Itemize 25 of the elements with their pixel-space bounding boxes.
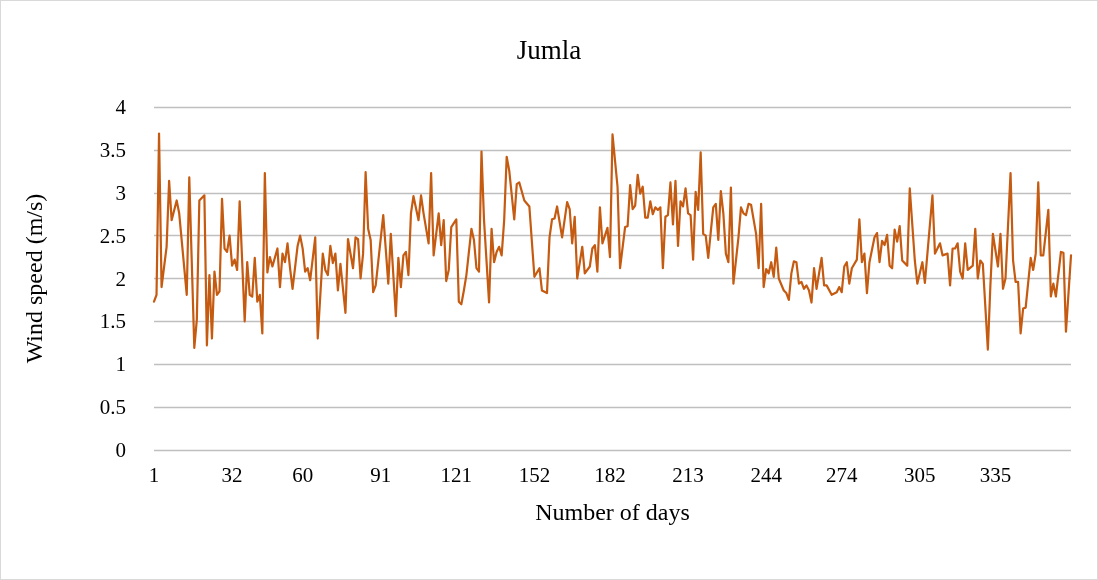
x-tick-label: 274 (826, 462, 858, 487)
x-tick-label: 182 (594, 462, 626, 487)
y-tick-label: 1 (115, 352, 126, 377)
x-tick-label: 91 (370, 462, 392, 487)
y-tick-label: 0 (115, 438, 126, 462)
y-tick-label: 1.5 (99, 309, 126, 334)
x-tick-label: 152 (518, 462, 551, 487)
x-tick-label: 335 (979, 462, 1012, 487)
y-tick-label: 0.5 (99, 395, 126, 420)
y-axis-title: Wind speed (m/s) (21, 193, 47, 364)
x-tick-label: 244 (750, 462, 783, 487)
y-tick-label: 2.5 (99, 223, 126, 248)
y-tick-label: 3 (115, 180, 126, 205)
x-tick-label: 60 (292, 462, 314, 487)
x-tick-label: 305 (904, 462, 936, 487)
x-axis-title: Number of days (535, 499, 690, 525)
y-tick-label: 2 (115, 266, 126, 291)
x-tick-label: 1 (148, 462, 160, 487)
line-series (152, 132, 1073, 351)
x-tick-label: 32 (221, 462, 243, 487)
x-tick-label: 213 (672, 462, 704, 487)
x-tick-label: 121 (440, 462, 473, 487)
chart-title: Jumla (516, 34, 582, 65)
y-tick-label: 3.5 (99, 137, 126, 162)
y-tick-label: 4 (115, 95, 127, 119)
